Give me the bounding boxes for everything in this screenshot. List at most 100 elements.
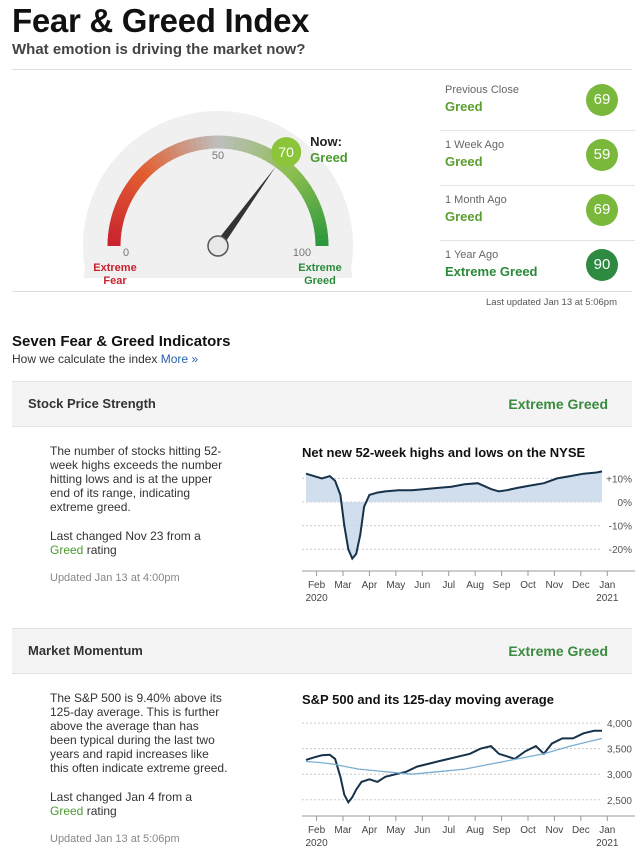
history-value-badge: 69 bbox=[586, 84, 618, 116]
indicator-rating: Extreme Greed bbox=[508, 396, 608, 412]
gauge-arc-segment bbox=[195, 136, 204, 151]
extreme-fear-label: Fear bbox=[103, 275, 127, 287]
indicator-description: The number of stocks hitting 52-week hig… bbox=[50, 444, 223, 514]
gauge-needle bbox=[214, 166, 276, 249]
x-tick-label: May bbox=[386, 580, 405, 591]
x-tick-label: Dec bbox=[572, 580, 590, 591]
gauge-arc-segment bbox=[310, 211, 325, 222]
x-tick-label: Oct bbox=[520, 825, 536, 836]
gauge-now-label: Now: bbox=[310, 134, 342, 149]
gauge-arc-segment bbox=[108, 222, 123, 231]
indicator-description: The S&P 500 is 9.40% above its 125-day a… bbox=[50, 691, 228, 775]
gauge-arc-segment bbox=[314, 228, 328, 237]
gauge-arc-segment bbox=[189, 137, 199, 152]
gauge-arc-segment bbox=[200, 136, 209, 150]
x-tick-label: Aug bbox=[466, 580, 484, 591]
series-area bbox=[306, 471, 602, 559]
x-tick-label: Dec bbox=[572, 825, 590, 836]
gauge-arc-segment bbox=[112, 205, 128, 216]
indicator-last-changed: Last changed Jan 4 from a Greed rating bbox=[50, 790, 193, 818]
gauge-arc-segment bbox=[223, 135, 231, 150]
gauge-arc-segment bbox=[162, 147, 175, 162]
gauge-tick-50: 50 bbox=[212, 150, 224, 162]
gauge-arc-segment bbox=[252, 142, 264, 158]
gauge-arc-segment bbox=[296, 181, 312, 194]
gauge-arc-segment bbox=[304, 195, 320, 208]
x-tick-label: May bbox=[386, 825, 405, 836]
gauge-arc-segment bbox=[111, 211, 126, 221]
history-label: 1 Year Ago bbox=[445, 249, 499, 261]
x-tick-label: Jul bbox=[442, 825, 455, 836]
moving-average-line bbox=[305, 737, 603, 775]
y-tick-label: 2,500 bbox=[607, 796, 632, 807]
gauge-divider bbox=[12, 291, 632, 292]
y-tick-label: +10% bbox=[606, 474, 632, 485]
x-tick-label: Mar bbox=[334, 825, 352, 836]
gauge-arc-segment bbox=[109, 216, 125, 226]
gauge-arc-segment bbox=[132, 171, 147, 185]
history-item: Previous Close Greed 69 bbox=[445, 84, 635, 139]
gauge-arc-segment bbox=[144, 159, 158, 174]
gauge-arc-segment bbox=[148, 156, 162, 171]
page-title: Fear & Greed Index bbox=[12, 2, 310, 39]
history-rating: Greed bbox=[445, 99, 483, 114]
gauge-arc-segment bbox=[114, 200, 130, 212]
gauge-arc-segment bbox=[233, 136, 242, 151]
x-year-label: 2020 bbox=[305, 593, 328, 604]
history-label: Previous Close bbox=[445, 84, 519, 96]
x-tick-label: Feb bbox=[308, 580, 326, 591]
x-tick-label: Jan bbox=[599, 825, 615, 836]
gauge-arc-segment bbox=[293, 176, 308, 190]
x-tick-label: Jun bbox=[414, 580, 430, 591]
chart-title: Net new 52-week highs and lows on the NY… bbox=[302, 445, 586, 460]
history-rating: Greed bbox=[445, 154, 483, 169]
gauge-arc-segment bbox=[128, 175, 143, 189]
gauge-arc-segment bbox=[257, 145, 269, 160]
page-subtitle: What emotion is driving the market now? bbox=[12, 41, 306, 58]
gauge-arc-segment bbox=[153, 152, 166, 168]
gauge-arc-segment bbox=[139, 163, 154, 178]
x-tick-label: Nov bbox=[546, 580, 564, 591]
gauge-arc-segment bbox=[312, 217, 327, 227]
gauge-arc-segment bbox=[302, 190, 317, 203]
y-tick-label: -10% bbox=[609, 522, 632, 533]
gauge-arc-segment bbox=[122, 185, 137, 198]
gauge-arc-segment bbox=[243, 139, 253, 154]
gauge-arc-segment bbox=[157, 149, 170, 165]
history-label: 1 Week Ago bbox=[445, 139, 505, 151]
y-tick-label: -20% bbox=[609, 545, 632, 556]
indicator-name: Market Momentum bbox=[28, 643, 143, 658]
history-item: 1 Month Ago Greed 69 bbox=[445, 194, 635, 249]
more-link[interactable]: More » bbox=[160, 352, 199, 366]
history-value-badge: 59 bbox=[586, 139, 618, 171]
gauge-arc-segment bbox=[238, 137, 248, 153]
gauge-arc-segment bbox=[119, 190, 134, 202]
indicators-subtitle: How we calculate the index More » bbox=[12, 352, 199, 366]
extreme-greed-label: Extreme bbox=[298, 262, 341, 274]
x-year-label: 2021 bbox=[596, 838, 619, 849]
gauge-arc-segment bbox=[307, 201, 322, 212]
x-year-label: 2021 bbox=[596, 593, 619, 604]
gauge-arc-segment bbox=[125, 180, 140, 193]
x-tick-label: Jan bbox=[599, 580, 615, 591]
gauge-arc-segment bbox=[283, 163, 297, 178]
gauge-arc-segment bbox=[117, 195, 132, 207]
gauge-tick-0: 0 bbox=[123, 247, 129, 259]
x-tick-label: Sep bbox=[493, 825, 511, 836]
indicator-header-market-momentum[interactable]: Market Momentum Extreme Greed bbox=[12, 628, 632, 674]
history-value-badge: 69 bbox=[586, 194, 618, 226]
x-tick-label: Feb bbox=[308, 825, 326, 836]
x-tick-label: Oct bbox=[520, 580, 536, 591]
indicator-updated: Updated Jan 13 at 4:00pm bbox=[50, 572, 180, 584]
y-tick-label: 0% bbox=[618, 498, 633, 509]
gauge-face-mask bbox=[60, 278, 370, 293]
gauge-arc-segment bbox=[173, 142, 184, 157]
indicator-last-changed: Last changed Nov 23 from a Greed rating bbox=[50, 529, 201, 557]
gauge-hub bbox=[207, 235, 229, 257]
y-tick-label: 3,500 bbox=[607, 745, 632, 756]
gauge-arc-segment bbox=[167, 144, 180, 160]
indicator-header-stock-price-strength[interactable]: Stock Price Strength Extreme Greed bbox=[12, 381, 632, 427]
history-divider bbox=[440, 240, 635, 241]
x-tick-label: Nov bbox=[546, 825, 564, 836]
